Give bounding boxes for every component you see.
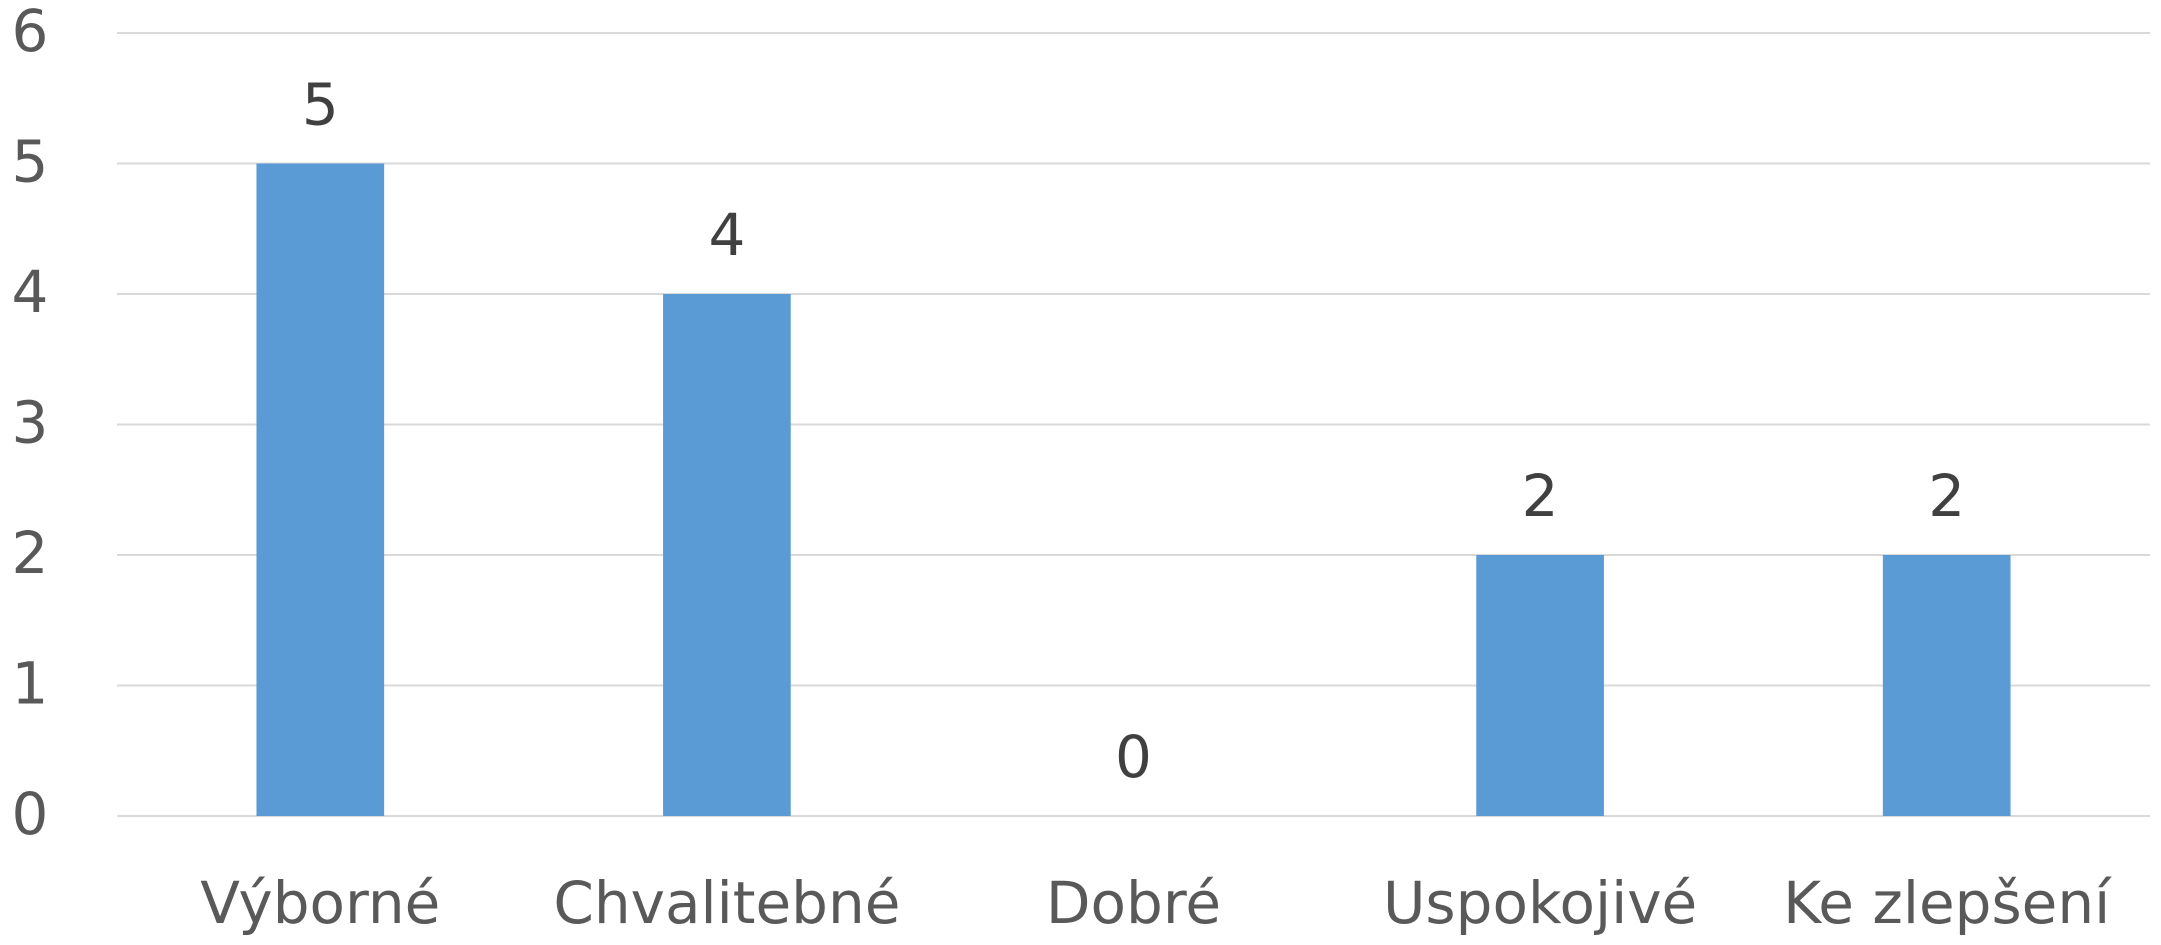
bar [1882,555,2011,816]
data-label: 5 [302,71,339,139]
y-tick-label: 0 [12,780,49,848]
bar [1476,555,1604,816]
y-tick-label: 6 [12,0,49,65]
x-tick-label: Dobré [1046,869,1221,937]
x-tick-label: Chvalitebné [553,869,900,937]
data-label: 4 [708,201,745,269]
x-tick-label: Uspokojivé [1383,869,1697,937]
bar [663,294,791,816]
data-label: 2 [1928,462,1965,530]
x-tick-label: Výborné [200,869,440,937]
data-label: 2 [1522,462,1559,530]
y-tick-label: 4 [12,258,49,326]
y-tick-label: 5 [12,128,49,196]
y-tick-label: 3 [12,389,49,457]
x-tick-label: Ke zlepšení [1783,869,2112,937]
data-label: 0 [1115,723,1152,791]
bar [256,163,385,816]
y-tick-label: 1 [12,650,49,718]
y-tick-label: 2 [12,519,49,587]
